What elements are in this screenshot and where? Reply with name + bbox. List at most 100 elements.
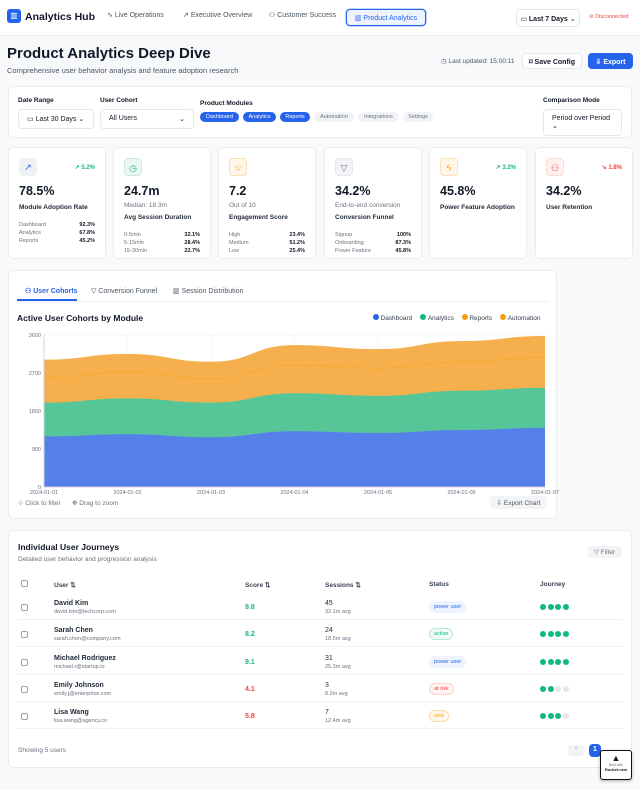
save-config-button[interactable]: ⌑ Save Config <box>522 53 582 69</box>
comparison-select[interactable]: Period over Period ⌄ <box>543 109 622 136</box>
built-with-badge[interactable]: ▲ Built with Rocket.new <box>600 750 632 780</box>
status-badge: power user <box>429 655 467 668</box>
sessions-cell: 24 18.5m avg <box>325 627 351 643</box>
sessions-cell: 45 32.1m avg <box>325 600 351 615</box>
x-tick-label: 2024-01-03 <box>197 490 225 496</box>
export-button[interactable]: ⇩ Export <box>588 53 633 69</box>
select-all-checkbox[interactable] <box>21 580 28 587</box>
legend-item[interactable]: Automation <box>500 314 540 322</box>
tab-live-operations[interactable]: ∿ Live Operations <box>107 12 164 19</box>
click-to-filter-hint: ⊹ Click to filter <box>18 500 61 507</box>
x-tick-label: 2024-01-05 <box>364 490 392 496</box>
score-value: 9.1 <box>245 658 255 666</box>
y-tick-label: 900 <box>32 447 41 453</box>
lightning-icon: ϟ <box>440 158 458 176</box>
x-tick-label: 2024-01-04 <box>280 490 308 496</box>
y-tick-label: 2700 <box>29 371 41 377</box>
kpi-module-adoption: ↗ ↗ 5.2% 78.5% Module Adoption Rate Dash… <box>8 147 106 259</box>
drag-to-zoom-hint: ✥ Drag to zoom <box>72 500 119 507</box>
kpi-title: Module Adoption Rate <box>19 204 88 211</box>
tab-executive-overview[interactable]: ↗ Executive Overview <box>183 12 253 19</box>
module-chip-dashboard[interactable]: Dashboard <box>200 112 239 122</box>
journey-step-dot <box>547 658 554 665</box>
tab-product-analytics[interactable]: ▥ Product Analytics <box>346 9 426 26</box>
row-checkbox[interactable] <box>21 713 28 721</box>
export-chart-button[interactable]: ⇩ Export Chart <box>490 496 547 509</box>
kpi-value: 34.2% <box>546 184 582 198</box>
tab-session-distribution[interactable]: ▥ Session Distribution <box>173 288 244 295</box>
journey-step-dot <box>555 658 561 665</box>
modules-label: Product Modules <box>200 100 253 107</box>
row-checkbox[interactable] <box>21 685 28 693</box>
stacked-area-chart[interactable]: 0 900 1800 2700 3600 2024-01-01 2024-01-02 2024… <box>0 325 560 500</box>
kpi-value: 78.5% <box>19 184 55 198</box>
kpi-sub: End-to-end conversion <box>335 202 401 209</box>
y-tick-label: 3600 <box>29 333 41 339</box>
filter-button[interactable]: ▽ Filter <box>587 546 622 558</box>
status-badge: active <box>429 628 454 641</box>
header-score[interactable]: Score ⇅ <box>245 582 271 589</box>
comparison-label: Comparison Mode <box>543 97 600 104</box>
table-row-user[interactable]: Sarah Chen sarah.chen@company.com <box>54 627 121 643</box>
table-row-user[interactable]: David Kim david.kim@techcorp.com <box>54 600 116 615</box>
table-subtitle: Detailed user behavior and progression a… <box>18 556 157 563</box>
chart-legend: Dashboard Analytics Reports Automation <box>373 314 540 322</box>
row-divider <box>17 700 623 702</box>
showing-count: Showing 5 users <box>18 747 67 754</box>
legend-swatch <box>461 314 468 320</box>
tab-divider <box>17 301 549 302</box>
legend-item[interactable]: Dashboard <box>373 314 412 322</box>
legend-item[interactable]: Reports <box>461 314 492 322</box>
table-row-user[interactable]: Emily Johnson emily.j@enterprise.com <box>54 681 112 697</box>
header-sessions[interactable]: Sessions ⇅ <box>325 582 361 589</box>
trend-down: ↘ 1.8% <box>601 165 622 171</box>
tab-conversion-funnel[interactable]: ▽ Conversion Funnel <box>91 288 158 295</box>
kpi-sub: Out of 10 <box>229 202 256 209</box>
range-select[interactable]: ▭ Last 7 Days ⌄ <box>516 9 580 27</box>
area-reports[interactable] <box>44 357 545 403</box>
module-chip-integrations[interactable]: Integrations <box>358 112 399 122</box>
score-value: 5.8 <box>245 713 255 721</box>
module-chip-settings[interactable]: Settings <box>403 112 433 122</box>
y-tick-label: 0 <box>38 485 41 491</box>
area-analytics[interactable] <box>44 387 545 438</box>
table-row-user[interactable]: Lisa Wang lisa.wang@agency.co <box>54 709 108 725</box>
module-chip-analytics[interactable]: Analytics <box>243 112 276 122</box>
journey-step-dot <box>562 604 569 610</box>
legend-swatch <box>373 314 379 320</box>
tab-user-cohorts[interactable]: ⚇ User Cohorts <box>25 288 78 295</box>
score-value: 9.8 <box>245 604 255 611</box>
brand-name: Analytics Hub <box>25 11 96 23</box>
journey-step-dot <box>562 685 569 692</box>
module-chip-automation[interactable]: Automation <box>314 112 354 122</box>
page-1-button[interactable]: 1 <box>589 744 601 757</box>
kpi-retention: ⚇ ↘ 1.8% 34.2% User Retention <box>535 147 633 259</box>
prev-page-button[interactable]: ‹ <box>568 745 584 756</box>
x-tick-label: 2024-01-02 <box>113 490 141 496</box>
row-checkbox[interactable] <box>21 604 28 611</box>
row-divider <box>17 728 623 730</box>
kpi-session-duration: ◷ 24.7m Median: 18.3m Avg Session Durati… <box>113 147 211 259</box>
tab-customer-success[interactable]: ⚇ Customer Success <box>269 12 336 19</box>
kpi-title: Engagement Score <box>229 214 288 221</box>
clock-icon: ◷ <box>124 158 142 176</box>
table-row-user[interactable]: Michael Rodriguez michael.r@startup.io <box>54 654 116 670</box>
user-journeys-card <box>8 530 632 768</box>
journey-step-dot <box>547 685 554 692</box>
legend-item[interactable]: Analytics <box>420 314 454 322</box>
user-cohort-select[interactable]: All Users ⌄ <box>100 109 194 129</box>
status-badge: at risk <box>429 682 454 695</box>
area-automation[interactable] <box>44 336 545 379</box>
kpi-title: Power Feature Adoption <box>440 204 515 211</box>
row-checkbox[interactable] <box>21 631 28 639</box>
journey-progress <box>540 713 570 721</box>
row-checkbox[interactable] <box>21 658 28 666</box>
chart-title: Active User Cohorts by Module <box>17 313 144 323</box>
legend-swatch <box>420 314 427 320</box>
module-chip-reports[interactable]: Reports <box>280 112 310 122</box>
header-user[interactable]: User ⇅ <box>54 582 76 589</box>
kpi-conversion: ▽ 34.2% End-to-end conversion Conversion… <box>324 147 422 259</box>
area-dashboard[interactable] <box>44 427 545 487</box>
top-nav: ▥ Analytics Hub ∿ Live Operations ↗ Exec… <box>0 0 640 36</box>
date-range-select[interactable]: ▭ Last 30 Days ⌄ <box>18 109 94 129</box>
